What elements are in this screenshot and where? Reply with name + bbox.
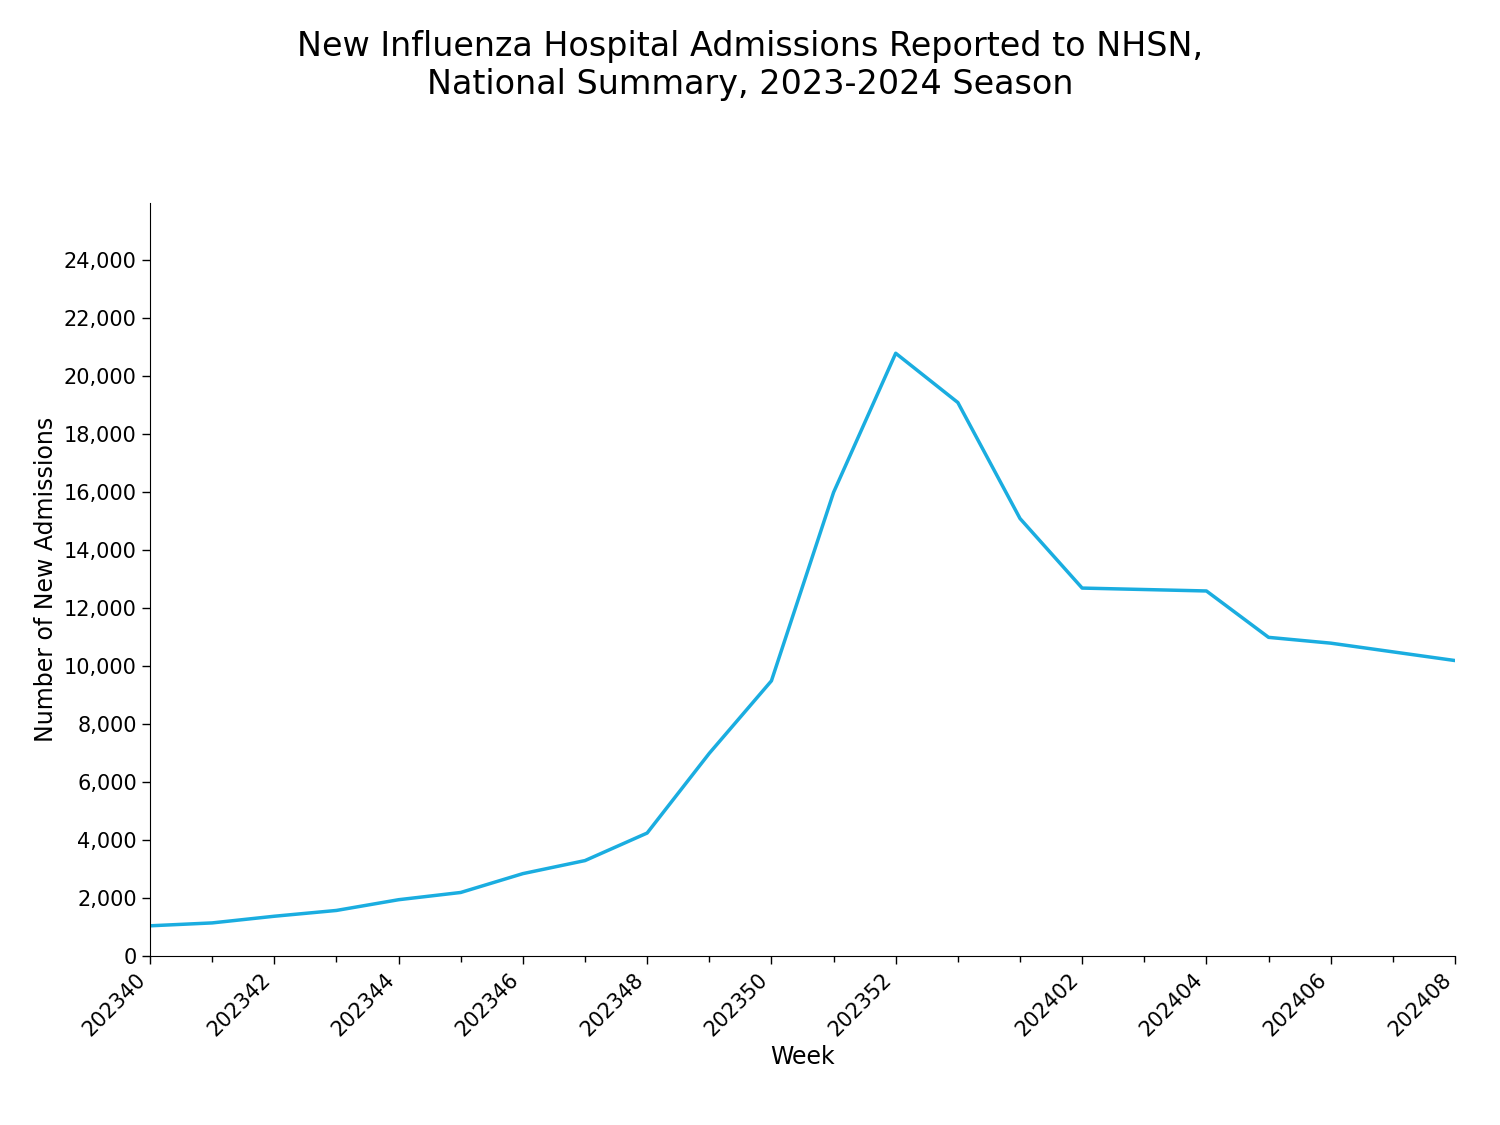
Text: New Influenza Hospital Admissions Reported to NHSN,
National Summary, 2023-2024 : New Influenza Hospital Admissions Report… [297, 30, 1203, 101]
X-axis label: Week: Week [770, 1045, 836, 1070]
Y-axis label: Number of New Admissions: Number of New Admissions [34, 416, 58, 742]
